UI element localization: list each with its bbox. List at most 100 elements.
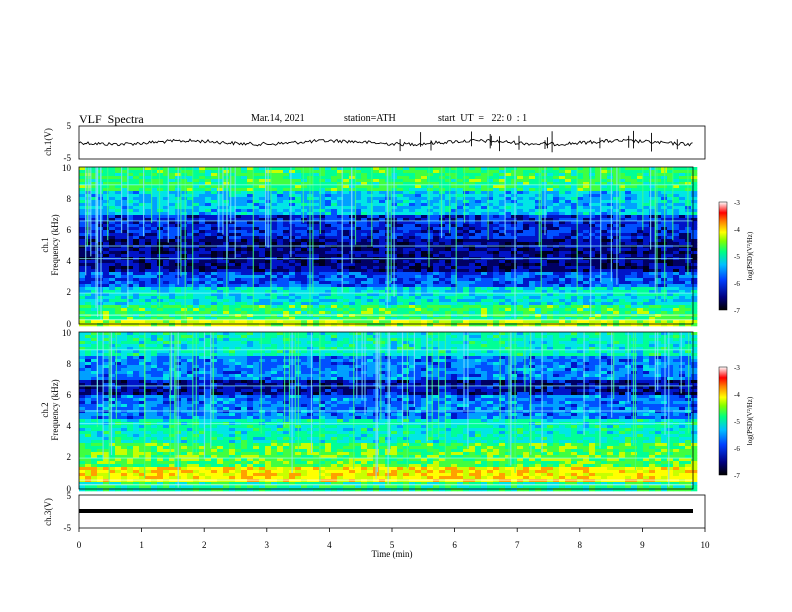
spectrogram-cell bbox=[133, 296, 140, 300]
spectrogram-cell bbox=[355, 230, 362, 234]
spectrogram-cell bbox=[643, 254, 650, 258]
spectrogram-cell bbox=[619, 209, 626, 213]
spectrogram-cell bbox=[181, 182, 188, 186]
spectrogram-cell bbox=[169, 170, 176, 174]
spectrogram-cell bbox=[649, 236, 656, 240]
spectrogram-cell bbox=[133, 224, 140, 228]
spectrogram-cell bbox=[487, 254, 494, 258]
spectrogram-cell bbox=[121, 236, 128, 240]
spectrogram-cell bbox=[319, 191, 326, 195]
spectrogram-cell bbox=[679, 233, 686, 237]
spectrogram-cell bbox=[667, 287, 674, 291]
spectrogram-cell bbox=[535, 275, 542, 279]
spectrogram-cell bbox=[583, 266, 590, 270]
spectrogram-cell bbox=[271, 218, 278, 222]
spectrogram-cell bbox=[229, 269, 236, 273]
spectrogram-cell bbox=[193, 293, 200, 297]
spectrogram-cell bbox=[337, 188, 344, 192]
spectrogram-cell bbox=[613, 251, 620, 255]
spectrogram-cell bbox=[517, 293, 524, 297]
spectrogram-cell bbox=[109, 308, 116, 312]
spectrogram-cell bbox=[499, 260, 506, 264]
spectrogram-cell bbox=[469, 200, 476, 204]
spectrogram-cell bbox=[457, 185, 464, 189]
spectrogram-cell bbox=[685, 296, 692, 300]
spectrogram-cell bbox=[295, 275, 302, 279]
spectrogram-cell bbox=[337, 278, 344, 282]
spectrogram-cell bbox=[517, 179, 524, 183]
spectrogram-cell bbox=[337, 212, 344, 216]
spectrogram-cell bbox=[409, 218, 416, 222]
spectrogram-cell bbox=[85, 221, 92, 225]
spectrogram-cell bbox=[313, 170, 320, 174]
spectrogram-cell bbox=[373, 182, 380, 186]
spectrogram-cell bbox=[271, 311, 278, 315]
spectrogram-cell bbox=[313, 284, 320, 288]
spectrogram-cell bbox=[481, 215, 488, 219]
spectrogram-cell bbox=[145, 272, 152, 276]
spectrogram-cell bbox=[673, 251, 680, 255]
spectrogram-cell bbox=[115, 260, 122, 264]
spectrogram-cell bbox=[295, 203, 302, 207]
spectrogram-cell bbox=[571, 302, 578, 306]
spectrogram-cell bbox=[91, 281, 98, 285]
spectrogram-cell bbox=[673, 197, 680, 201]
spectrogram-cell bbox=[235, 176, 242, 180]
spectrogram-cell bbox=[355, 284, 362, 288]
spectrogram-cell bbox=[181, 224, 188, 228]
spectrogram-cell bbox=[607, 209, 614, 213]
spectrogram-cell bbox=[565, 170, 572, 174]
spectrogram-cell bbox=[283, 308, 290, 312]
spectrogram-cell bbox=[427, 236, 434, 240]
spectrogram-cell bbox=[637, 305, 644, 309]
spectrogram-cell bbox=[223, 233, 230, 237]
spectrogram-cell bbox=[259, 296, 266, 300]
spectrogram-cell bbox=[319, 215, 326, 219]
spectrogram-cell bbox=[481, 263, 488, 267]
spectrogram-cell bbox=[367, 182, 374, 186]
spectrogram-cell bbox=[427, 212, 434, 216]
spectrogram-cell bbox=[187, 272, 194, 276]
spectrogram-cell bbox=[505, 293, 512, 297]
spectrogram-cell bbox=[325, 254, 332, 258]
spectrogram-cell bbox=[103, 167, 110, 171]
spectrogram-cell bbox=[271, 263, 278, 267]
spectrogram-cell bbox=[499, 266, 506, 270]
spectrogram-cell bbox=[601, 272, 608, 276]
spectrogram-cell bbox=[601, 212, 608, 216]
spectrogram-cell bbox=[139, 305, 146, 309]
spectrogram-cell bbox=[649, 248, 656, 252]
spectrogram-cell bbox=[373, 200, 380, 204]
spectrogram-cell bbox=[547, 254, 554, 258]
spectrogram-cell bbox=[433, 242, 440, 246]
spectrogram-cell bbox=[289, 218, 296, 222]
spectrogram-cell bbox=[469, 269, 476, 273]
spectrogram-cell bbox=[625, 215, 632, 219]
spectrogram-cell bbox=[79, 170, 86, 174]
spectrogram-cell bbox=[457, 293, 464, 297]
spectrogram-cell bbox=[163, 293, 170, 297]
spectrogram-cell bbox=[445, 188, 452, 192]
spectrogram-cell bbox=[403, 185, 410, 189]
spectrogram-cell bbox=[319, 206, 326, 210]
spectrogram-cell bbox=[487, 260, 494, 264]
spectrogram-cell bbox=[613, 263, 620, 267]
spectrogram-cell bbox=[565, 188, 572, 192]
spectrogram-cell bbox=[205, 287, 212, 291]
spectrogram-cell bbox=[247, 245, 254, 249]
spectrogram-cell bbox=[133, 191, 140, 195]
spectrogram-cell bbox=[433, 197, 440, 201]
spectrogram-cell bbox=[625, 305, 632, 309]
spectrogram-cell bbox=[601, 242, 608, 246]
spectrogram-cell bbox=[295, 215, 302, 219]
spectrogram-cell bbox=[541, 299, 548, 303]
spectrogram-cell bbox=[223, 308, 230, 312]
spectrogram-cell bbox=[493, 260, 500, 264]
spectrogram-cell bbox=[505, 194, 512, 198]
spectrogram-cell bbox=[613, 200, 620, 204]
spectrogram-cell bbox=[379, 188, 386, 192]
spectrogram-cell bbox=[289, 191, 296, 195]
spectrogram-cell bbox=[403, 245, 410, 249]
spectrogram-cell bbox=[283, 278, 290, 282]
spectrogram-cell bbox=[169, 227, 176, 231]
